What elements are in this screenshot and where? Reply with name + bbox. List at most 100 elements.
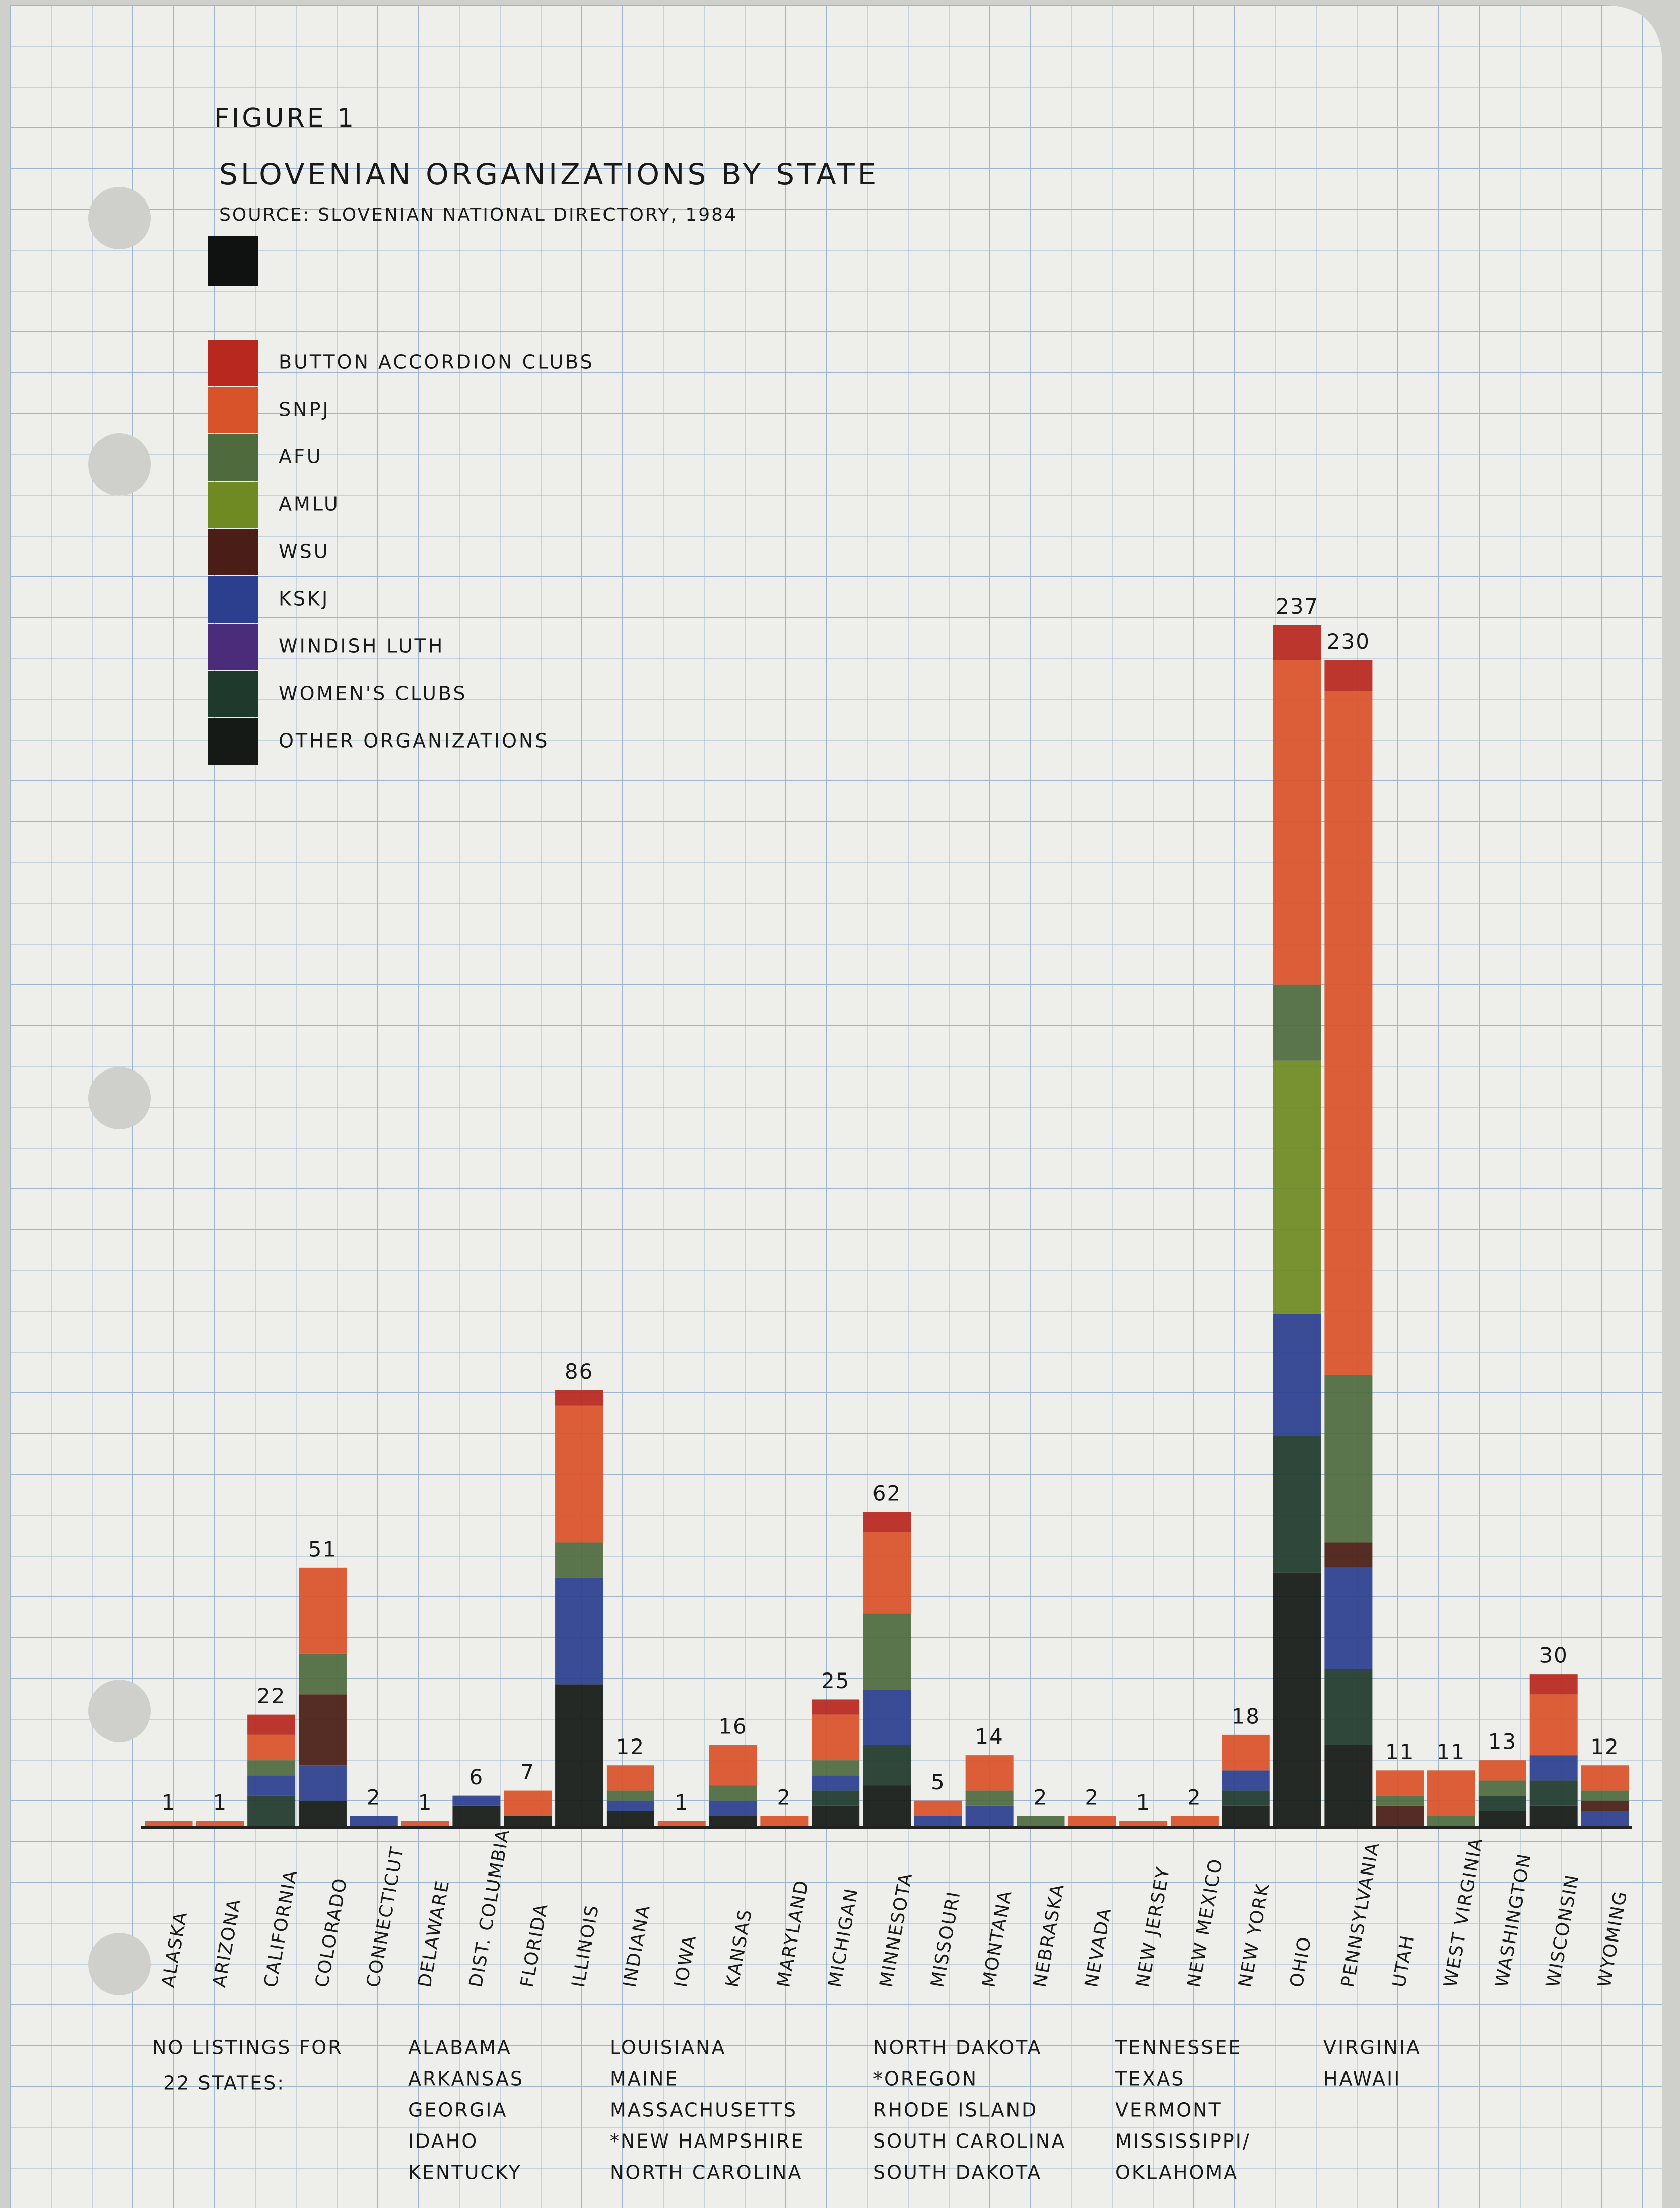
legend-blank-swatch [208, 236, 258, 286]
total-label: 2 [1085, 1785, 1099, 1810]
legend-label: OTHER ORGANIZATIONS [279, 730, 550, 752]
total-label: 237 [1275, 594, 1319, 619]
legend-label: SNPJ [279, 398, 330, 421]
total-label: 62 [872, 1481, 901, 1506]
bar-segment [555, 1684, 603, 1826]
total-label: 18 [1232, 1704, 1260, 1728]
note-state: TEXAS [1115, 2068, 1185, 2090]
bar-segment [812, 1775, 860, 1791]
chart-title: SLOVENIAN ORGANIZATIONS BY STATE [219, 157, 879, 191]
note-heading: NO LISTINGS FOR [152, 2037, 343, 2059]
bar-segment [1529, 1780, 1578, 1806]
note-state: VIRGINIA [1323, 2037, 1421, 2059]
total-label: 5 [931, 1770, 946, 1794]
legend-swatch [208, 434, 258, 481]
note-state: SOUTH CAROLINA [873, 2130, 1066, 2153]
bar-segment [812, 1699, 860, 1715]
bar-segment [709, 1800, 757, 1816]
total-label: 1 [1136, 1790, 1151, 1815]
total-label: 30 [1539, 1643, 1568, 1668]
note-state: NORTH CAROLINA [610, 2162, 802, 2184]
total-label: 1 [162, 1790, 176, 1815]
bar-segment [1068, 1816, 1116, 1826]
bar-segment [965, 1805, 1014, 1826]
bar-segment [1273, 660, 1321, 985]
bar-segment [196, 1821, 244, 1826]
note-state: HAWAII [1323, 2068, 1401, 2090]
bar-segment [1324, 691, 1373, 1375]
bar-segment [1170, 1816, 1219, 1826]
total-label: 7 [520, 1760, 535, 1784]
note-state: MAINE [610, 2068, 679, 2090]
bar-segment [555, 1405, 603, 1543]
total-label: 12 [616, 1734, 645, 1759]
bar-segment [914, 1816, 962, 1826]
legend-swatch [208, 718, 258, 765]
note-state: ALABAMA [408, 2037, 512, 2059]
legend-label: KSKJ [279, 588, 329, 610]
bar-segment [1222, 1734, 1270, 1771]
bar-segment [1529, 1674, 1578, 1695]
bar-segment [1119, 1821, 1168, 1826]
bar-segment [1273, 1436, 1321, 1573]
bar-segment [350, 1816, 398, 1826]
bar-segment [812, 1790, 860, 1806]
bar-segment [298, 1653, 347, 1695]
total-label: 1 [675, 1790, 689, 1815]
bar-segment [1017, 1816, 1065, 1826]
note-state: MASSACHUSETTS [610, 2099, 797, 2121]
total-label: 2 [777, 1785, 791, 1810]
bar-segment [1222, 1805, 1270, 1826]
note-state: *NEW HAMPSHIRE [610, 2130, 805, 2153]
total-label: 13 [1488, 1729, 1517, 1754]
total-label: 51 [308, 1536, 337, 1561]
figure-label: FIGURE 1 [214, 103, 356, 133]
bar-segment [709, 1816, 757, 1826]
bar-segment [1324, 1669, 1373, 1746]
bar-segment [247, 1714, 296, 1735]
bar-segment [1324, 1745, 1373, 1826]
note-state: SOUTH DAKOTA [873, 2162, 1042, 2184]
total-label: 2 [1187, 1785, 1202, 1810]
bar-segment [247, 1760, 296, 1776]
bar-segment [1273, 1314, 1321, 1436]
bar-segment [914, 1800, 962, 1816]
total-label: 12 [1590, 1734, 1619, 1759]
bar-segment [145, 1821, 193, 1826]
note-state: OKLAHOMA [1115, 2162, 1238, 2184]
note-state: VERMONT [1115, 2099, 1222, 2121]
bar-segment [812, 1805, 860, 1826]
bar-segment [709, 1745, 757, 1786]
bar-segment [1324, 660, 1373, 691]
chart-source: SOURCE: SLOVENIAN NATIONAL DIRECTORY, 19… [219, 205, 737, 225]
legend-label: AMLU [279, 493, 340, 515]
bar-segment [965, 1755, 1014, 1791]
bar-segment [1478, 1760, 1526, 1781]
total-label: 11 [1437, 1739, 1465, 1764]
total-label: 11 [1385, 1739, 1414, 1764]
bar-segment [1529, 1805, 1578, 1826]
bar-segment [1529, 1755, 1578, 1781]
bar-segment [1273, 1060, 1321, 1314]
bar-segment [863, 1745, 911, 1786]
bar-segment [1273, 1572, 1321, 1826]
note-state: LOUISIANA [610, 2037, 726, 2059]
bar-segment [863, 1512, 911, 1532]
legend-label: WOMEN'S CLUBS [279, 683, 467, 705]
total-label: 22 [257, 1684, 286, 1708]
bar-segment [1376, 1805, 1424, 1826]
bar-segment [1324, 1542, 1373, 1568]
note-state: *OREGON [873, 2068, 978, 2090]
bar-segment [606, 1811, 654, 1826]
legend-swatch [208, 576, 258, 623]
bar-segment [812, 1714, 860, 1761]
bar-segment [555, 1390, 603, 1406]
legend-label: WINDISH LUTH [279, 635, 444, 657]
bar-segment [1478, 1780, 1526, 1796]
total-label: 1 [213, 1790, 227, 1815]
bar-segment [298, 1765, 347, 1801]
bar-segment [555, 1542, 603, 1578]
legend-swatch [208, 482, 258, 528]
bar-segment [504, 1816, 552, 1826]
